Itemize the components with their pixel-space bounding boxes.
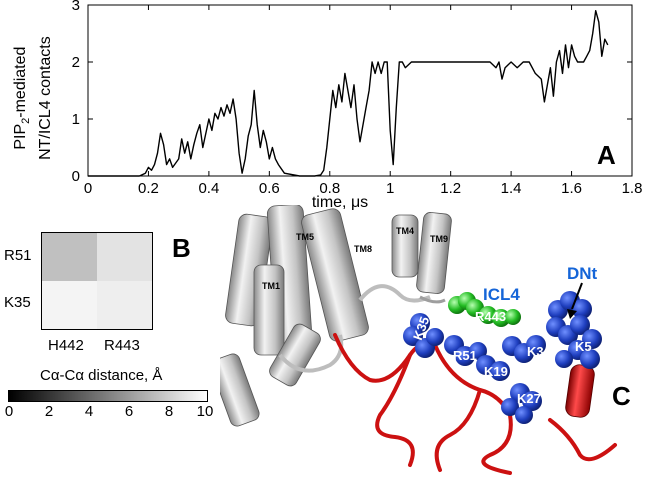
label-icl4: ICL4 (483, 285, 520, 304)
dnt-arrow (567, 282, 583, 319)
dnt-helix (565, 364, 595, 418)
colorbar-tick-2: 2 (44, 403, 54, 420)
icl4-segment (448, 292, 521, 327)
x-tick-label: 0 (84, 180, 92, 197)
x-tick-label: 0.8 (319, 180, 340, 197)
heatmap-cell-k35-h442 (42, 281, 97, 329)
panel-letter-c: C (612, 381, 631, 411)
x-tick-label: 1.2 (440, 180, 461, 197)
x-tick-label: 1.8 (622, 180, 643, 197)
panel-letter-a: A (597, 140, 616, 170)
label-dnt: DNt (567, 264, 598, 283)
label-k3: K3 (527, 344, 544, 359)
label-k5: K5 (575, 339, 592, 354)
y-tick-label: 2 (72, 54, 80, 71)
structure-render (220, 205, 617, 475)
label-k19: K19 (484, 364, 508, 379)
y-tick-label: 3 (72, 0, 80, 14)
panel-letter-b: B (172, 233, 191, 263)
label-tm8: TM8 (354, 244, 372, 254)
heatmap-row-label-k35: K35 (4, 294, 31, 311)
x-tick-label: 1 (386, 180, 394, 197)
label-tm4: TM4 (396, 226, 414, 236)
plot-frame (87, 4, 633, 177)
y-tick-label: 1 (72, 111, 80, 128)
colorbar-tick-6: 6 (124, 403, 134, 420)
label-tm5: TM5 (296, 232, 314, 242)
colorbar-tick-10: 10 (196, 403, 214, 420)
x-axis-label: time, μs (312, 194, 368, 210)
heatmap-col-label-h442: H442 (48, 337, 84, 354)
label-tm1: TM1 (262, 281, 280, 291)
colorbar-tick-0: 0 (4, 403, 14, 420)
heatmap-cell-r51-h442 (42, 233, 97, 281)
tm-helices (220, 205, 452, 427)
x-tick-label: 1.4 (501, 180, 522, 197)
residue-spheres (403, 291, 602, 424)
colorbar-tick-4: 4 (84, 403, 94, 420)
heatmap-col-label-r443: R443 (104, 337, 140, 354)
x-tick-label: 0.4 (198, 180, 219, 197)
heatmap-cell-k35-r443 (97, 281, 152, 329)
heatmap-row-label-r51: R51 (4, 247, 32, 264)
x-tick-label: 0.2 (138, 180, 159, 197)
contacts-series-line (88, 9, 609, 177)
x-tick-label: 0.6 (259, 180, 280, 197)
label-r443: R443 (475, 309, 507, 324)
colorbar-tick-8: 8 (164, 403, 174, 420)
label-k27: K27 (517, 391, 541, 406)
label-tm9: TM9 (430, 234, 448, 244)
colorbar (8, 390, 208, 402)
colorbar-title: Cα-Cα distance, Å (40, 367, 163, 384)
contacts-line-chart: 0 0.2 0.4 0.6 0.8 1 1.2 1.4 1.6 1.8 0 1 2 3 time, μs (72, 0, 643, 210)
distance-heatmap (41, 232, 153, 330)
x-tick-label: 1.6 (561, 180, 582, 197)
heatmap-cell-r51-r443 (97, 233, 152, 281)
label-r51: R51 (453, 348, 477, 363)
y-tick-label: 0 (72, 168, 80, 185)
nt-loops (333, 333, 617, 475)
